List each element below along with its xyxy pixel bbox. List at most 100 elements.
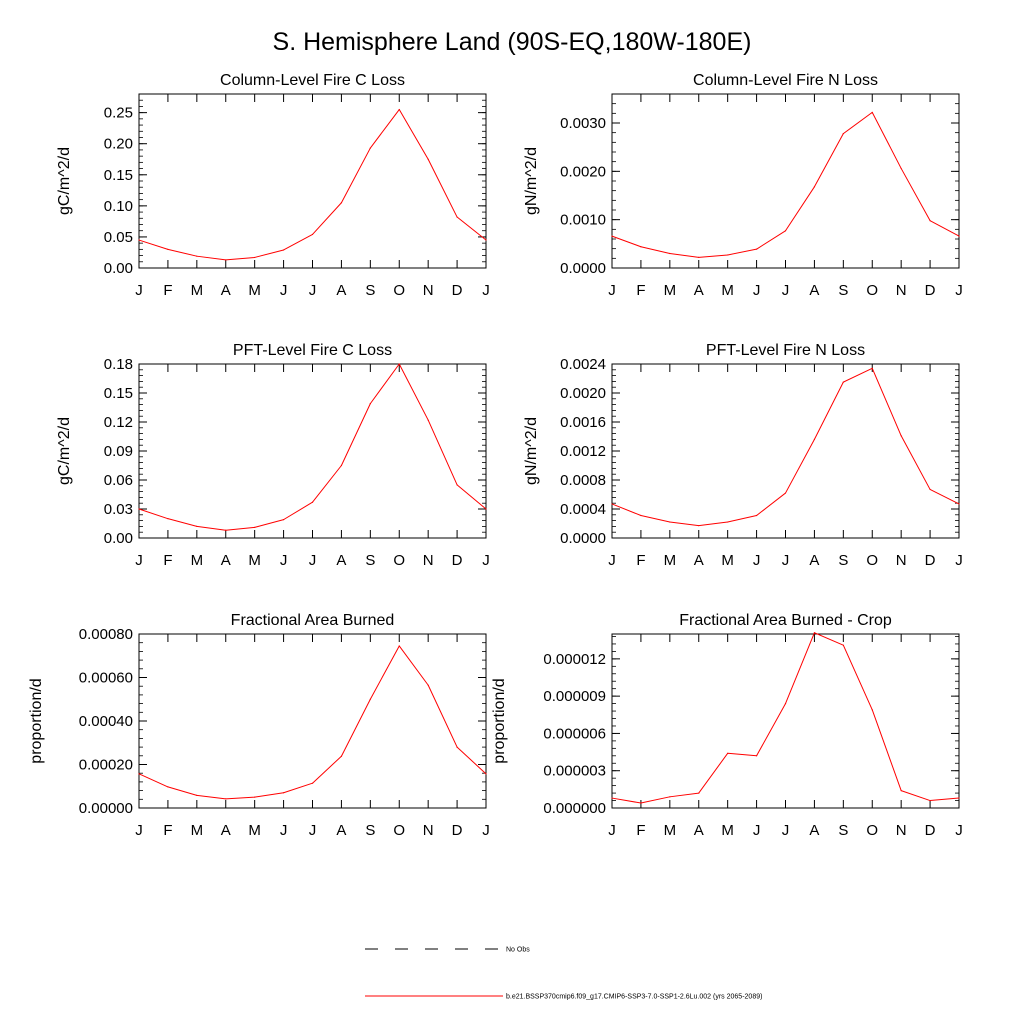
x-tick-label: O — [393, 552, 405, 569]
panels-container: Column-Level Fire C Loss gC/m^2/d 0.00 0.05… — [28, 72, 963, 839]
chart-panel-2: Column-Level Fire N Loss gN/m^2/d 0.0000 0.… — [523, 72, 963, 299]
x-tick-label: S — [365, 552, 375, 569]
y-tick-label: 0.00 — [104, 260, 133, 277]
data-point — [958, 503, 960, 505]
data-point — [369, 147, 371, 149]
data-point — [398, 108, 400, 111]
data-point — [755, 248, 758, 250]
x-tick-label: J — [782, 552, 790, 569]
data-point — [669, 521, 671, 523]
x-tick-label: S — [838, 822, 848, 839]
legend-model-label: b.e21.BSSP370cmip6.f09_g17.CMIP6-SSP3-7.… — [506, 994, 762, 1001]
y-tick-label: 0.12 — [104, 414, 133, 431]
x-tick-label: N — [423, 282, 434, 299]
data-point — [784, 230, 787, 232]
x-tick-label: S — [365, 822, 375, 839]
data-point — [225, 259, 227, 261]
data-point — [727, 521, 729, 523]
x-tick-label: M — [191, 552, 204, 569]
data-point — [167, 248, 169, 250]
data-point — [340, 464, 343, 467]
data-point — [871, 709, 873, 711]
x-tick-label: J — [280, 552, 288, 569]
x-tick-label: J — [955, 282, 963, 299]
y-tick-label: 0.0020 — [560, 385, 606, 402]
x-tick-label: A — [809, 822, 819, 839]
panel-title: Column-Level Fire C Loss — [220, 72, 405, 89]
y-tick-label: 0.0000 — [560, 260, 606, 277]
data-point — [698, 525, 700, 527]
x-tick-label: J — [309, 282, 317, 299]
x-tick-label: D — [925, 552, 936, 569]
y-tick-label: 0.15 — [104, 385, 133, 402]
y-tick-label: 0.0004 — [560, 501, 606, 518]
x-tick-label: J — [608, 282, 616, 299]
data-point — [900, 435, 902, 437]
data-point — [900, 167, 902, 170]
x-tick-label: M — [248, 282, 261, 299]
y-tick-label: 0.000000 — [543, 800, 606, 817]
y-tick-label: 0.000006 — [543, 725, 606, 742]
x-tick-label: N — [896, 552, 907, 569]
x-tick-label: J — [608, 552, 616, 569]
data-point — [669, 796, 671, 798]
data-point — [311, 501, 314, 503]
data-point — [340, 202, 343, 204]
y-tick-label: 0.10 — [104, 198, 133, 215]
data-point — [640, 802, 642, 804]
data-point — [138, 239, 140, 241]
x-tick-label: M — [248, 552, 261, 569]
x-tick-label: M — [248, 822, 261, 839]
x-tick-label: O — [866, 822, 878, 839]
x-tick-label: A — [336, 552, 346, 569]
x-tick-label: A — [694, 552, 704, 569]
series-line-1 — [611, 367, 960, 527]
x-tick-label: A — [336, 822, 346, 839]
x-tick-label: N — [423, 552, 434, 569]
x-tick-label: D — [452, 822, 463, 839]
data-point — [427, 419, 429, 421]
y-axis-label: gC/m^2/d — [56, 417, 73, 485]
series-line-1 — [611, 111, 960, 258]
plot-frame — [611, 633, 960, 809]
y-tick-label: 0.06 — [104, 472, 133, 489]
x-tick-label: D — [925, 822, 936, 839]
y-tick-label: 0.25 — [104, 105, 133, 122]
data-point — [196, 255, 198, 257]
data-point — [871, 111, 873, 113]
data-point — [225, 798, 227, 800]
chart-panel-5: Fractional Area Burned proportion/d 0.0000… — [28, 612, 490, 839]
y-tick-label: 0.09 — [104, 443, 133, 460]
x-tick-label: J — [955, 552, 963, 569]
panel-title: Fractional Area Burned - Crop — [679, 612, 892, 629]
data-point — [311, 233, 314, 236]
series-line-1 — [611, 632, 960, 804]
x-tick-label: O — [866, 552, 878, 569]
y-axis-label: proportion/d — [28, 678, 45, 763]
y-tick-label: 0.0010 — [560, 212, 606, 229]
figure-title: S. Hemisphere Land (90S-EQ,180W-180E) — [273, 28, 752, 56]
x-tick-label: N — [423, 822, 434, 839]
y-tick-label: 0.00040 — [79, 713, 133, 730]
series-line-1 — [138, 645, 487, 800]
x-tick-label: M — [721, 552, 734, 569]
y-tick-label: 0.0024 — [560, 356, 606, 373]
x-tick-label: M — [191, 282, 204, 299]
plot-frame — [138, 93, 487, 269]
chart-panel-6: Fractional Area Burned - Crop proportion/… — [491, 612, 963, 839]
data-point — [196, 525, 198, 528]
x-tick-label: O — [866, 282, 878, 299]
x-tick-label: D — [452, 282, 463, 299]
data-point — [958, 235, 960, 237]
x-tick-label: J — [782, 282, 790, 299]
chart-panel-3: PFT-Level Fire C Loss gC/m^2/d 0.00 0.03 0.0… — [56, 342, 490, 569]
data-point — [929, 220, 931, 222]
y-tick-label: 0.20 — [104, 136, 133, 153]
y-tick-label: 0.00060 — [79, 670, 133, 687]
y-tick-label: 0.000012 — [543, 651, 606, 668]
x-tick-label: M — [191, 822, 204, 839]
data-point — [813, 632, 816, 634]
data-point — [611, 797, 613, 799]
data-point — [929, 799, 931, 802]
